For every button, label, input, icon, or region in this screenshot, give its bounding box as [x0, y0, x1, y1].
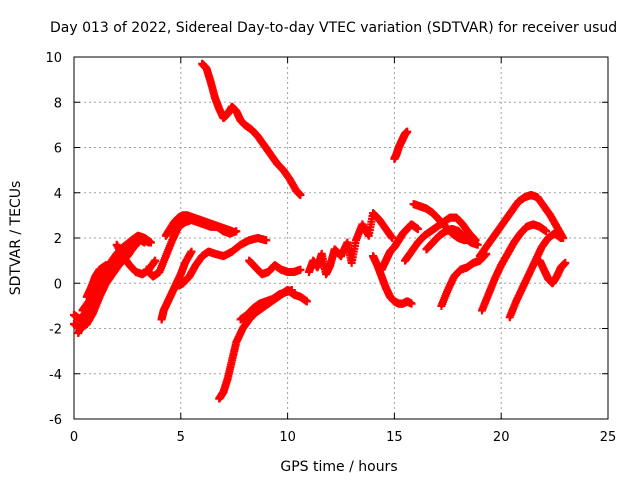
x-tick-label: 0 — [70, 430, 78, 445]
x-tick-label: 15 — [386, 430, 403, 445]
series-arc-early-4 — [78, 236, 143, 315]
chart-title: Day 013 of 2022, Sidereal Day-to-day VTE… — [50, 20, 617, 36]
series-arc-late-8 — [535, 256, 570, 288]
series-arc-late-7 — [505, 229, 566, 322]
data-point — [134, 236, 143, 245]
x-tick-label: 20 — [493, 430, 510, 445]
series-arc-noon-2 — [377, 220, 422, 274]
series-arc-deep-2 — [236, 286, 296, 324]
series-arc-late-1 — [401, 213, 480, 265]
data-point — [388, 234, 397, 242]
series-arc-high — [198, 59, 305, 200]
series-arc-noon — [369, 252, 416, 308]
y-tick-label: 8 — [54, 96, 62, 111]
data-point — [146, 238, 155, 247]
x-tick-label: 10 — [279, 430, 296, 445]
y-tick-label: 0 — [54, 277, 62, 292]
data-point — [262, 236, 271, 245]
data-point — [302, 297, 311, 306]
data-point — [403, 127, 412, 136]
y-tick-label: 4 — [54, 187, 62, 202]
series-arc-mid-2 — [161, 211, 237, 240]
data-point — [187, 247, 196, 256]
grid — [74, 57, 608, 419]
series-arc-short-high — [390, 127, 412, 163]
data-point — [228, 227, 237, 236]
data-point — [296, 191, 305, 200]
data-point — [413, 224, 422, 233]
axis-ticks: 0 5 10 15 20 25 -6 -4 -2 0 2 4 6 8 10 — [45, 51, 616, 445]
data-point — [557, 234, 566, 242]
y-tick-label: 6 — [54, 142, 62, 157]
y-axis-label: SDTVAR / TECUs — [8, 181, 24, 296]
series-arc-late-6 — [477, 220, 551, 315]
y-tick-label: -6 — [49, 413, 62, 428]
data-point — [542, 227, 551, 236]
data-point — [108, 265, 117, 274]
series-scatter-noon — [304, 209, 397, 279]
data-point — [296, 265, 305, 274]
y-tick-label: 2 — [54, 232, 62, 247]
data-point — [473, 240, 482, 249]
data-point — [151, 256, 160, 265]
y-tick-label: 10 — [45, 51, 62, 66]
data-point — [561, 258, 570, 267]
data-marks — [70, 59, 570, 403]
data-point — [407, 299, 416, 308]
series-arc-mid-5 — [245, 256, 305, 279]
x-axis-label: GPS time / hours — [280, 459, 397, 475]
series-arc-mid-4 — [174, 234, 271, 290]
series-arc-early-5 — [82, 261, 117, 301]
x-tick-label: 5 — [177, 430, 185, 445]
y-tick-label: -2 — [49, 323, 62, 338]
x-tick-label: 25 — [600, 430, 617, 445]
data-point — [287, 286, 296, 295]
series-arc-late-5 — [475, 191, 568, 261]
series-arc-late-3 — [422, 224, 482, 254]
y-tick-label: -4 — [49, 368, 62, 383]
